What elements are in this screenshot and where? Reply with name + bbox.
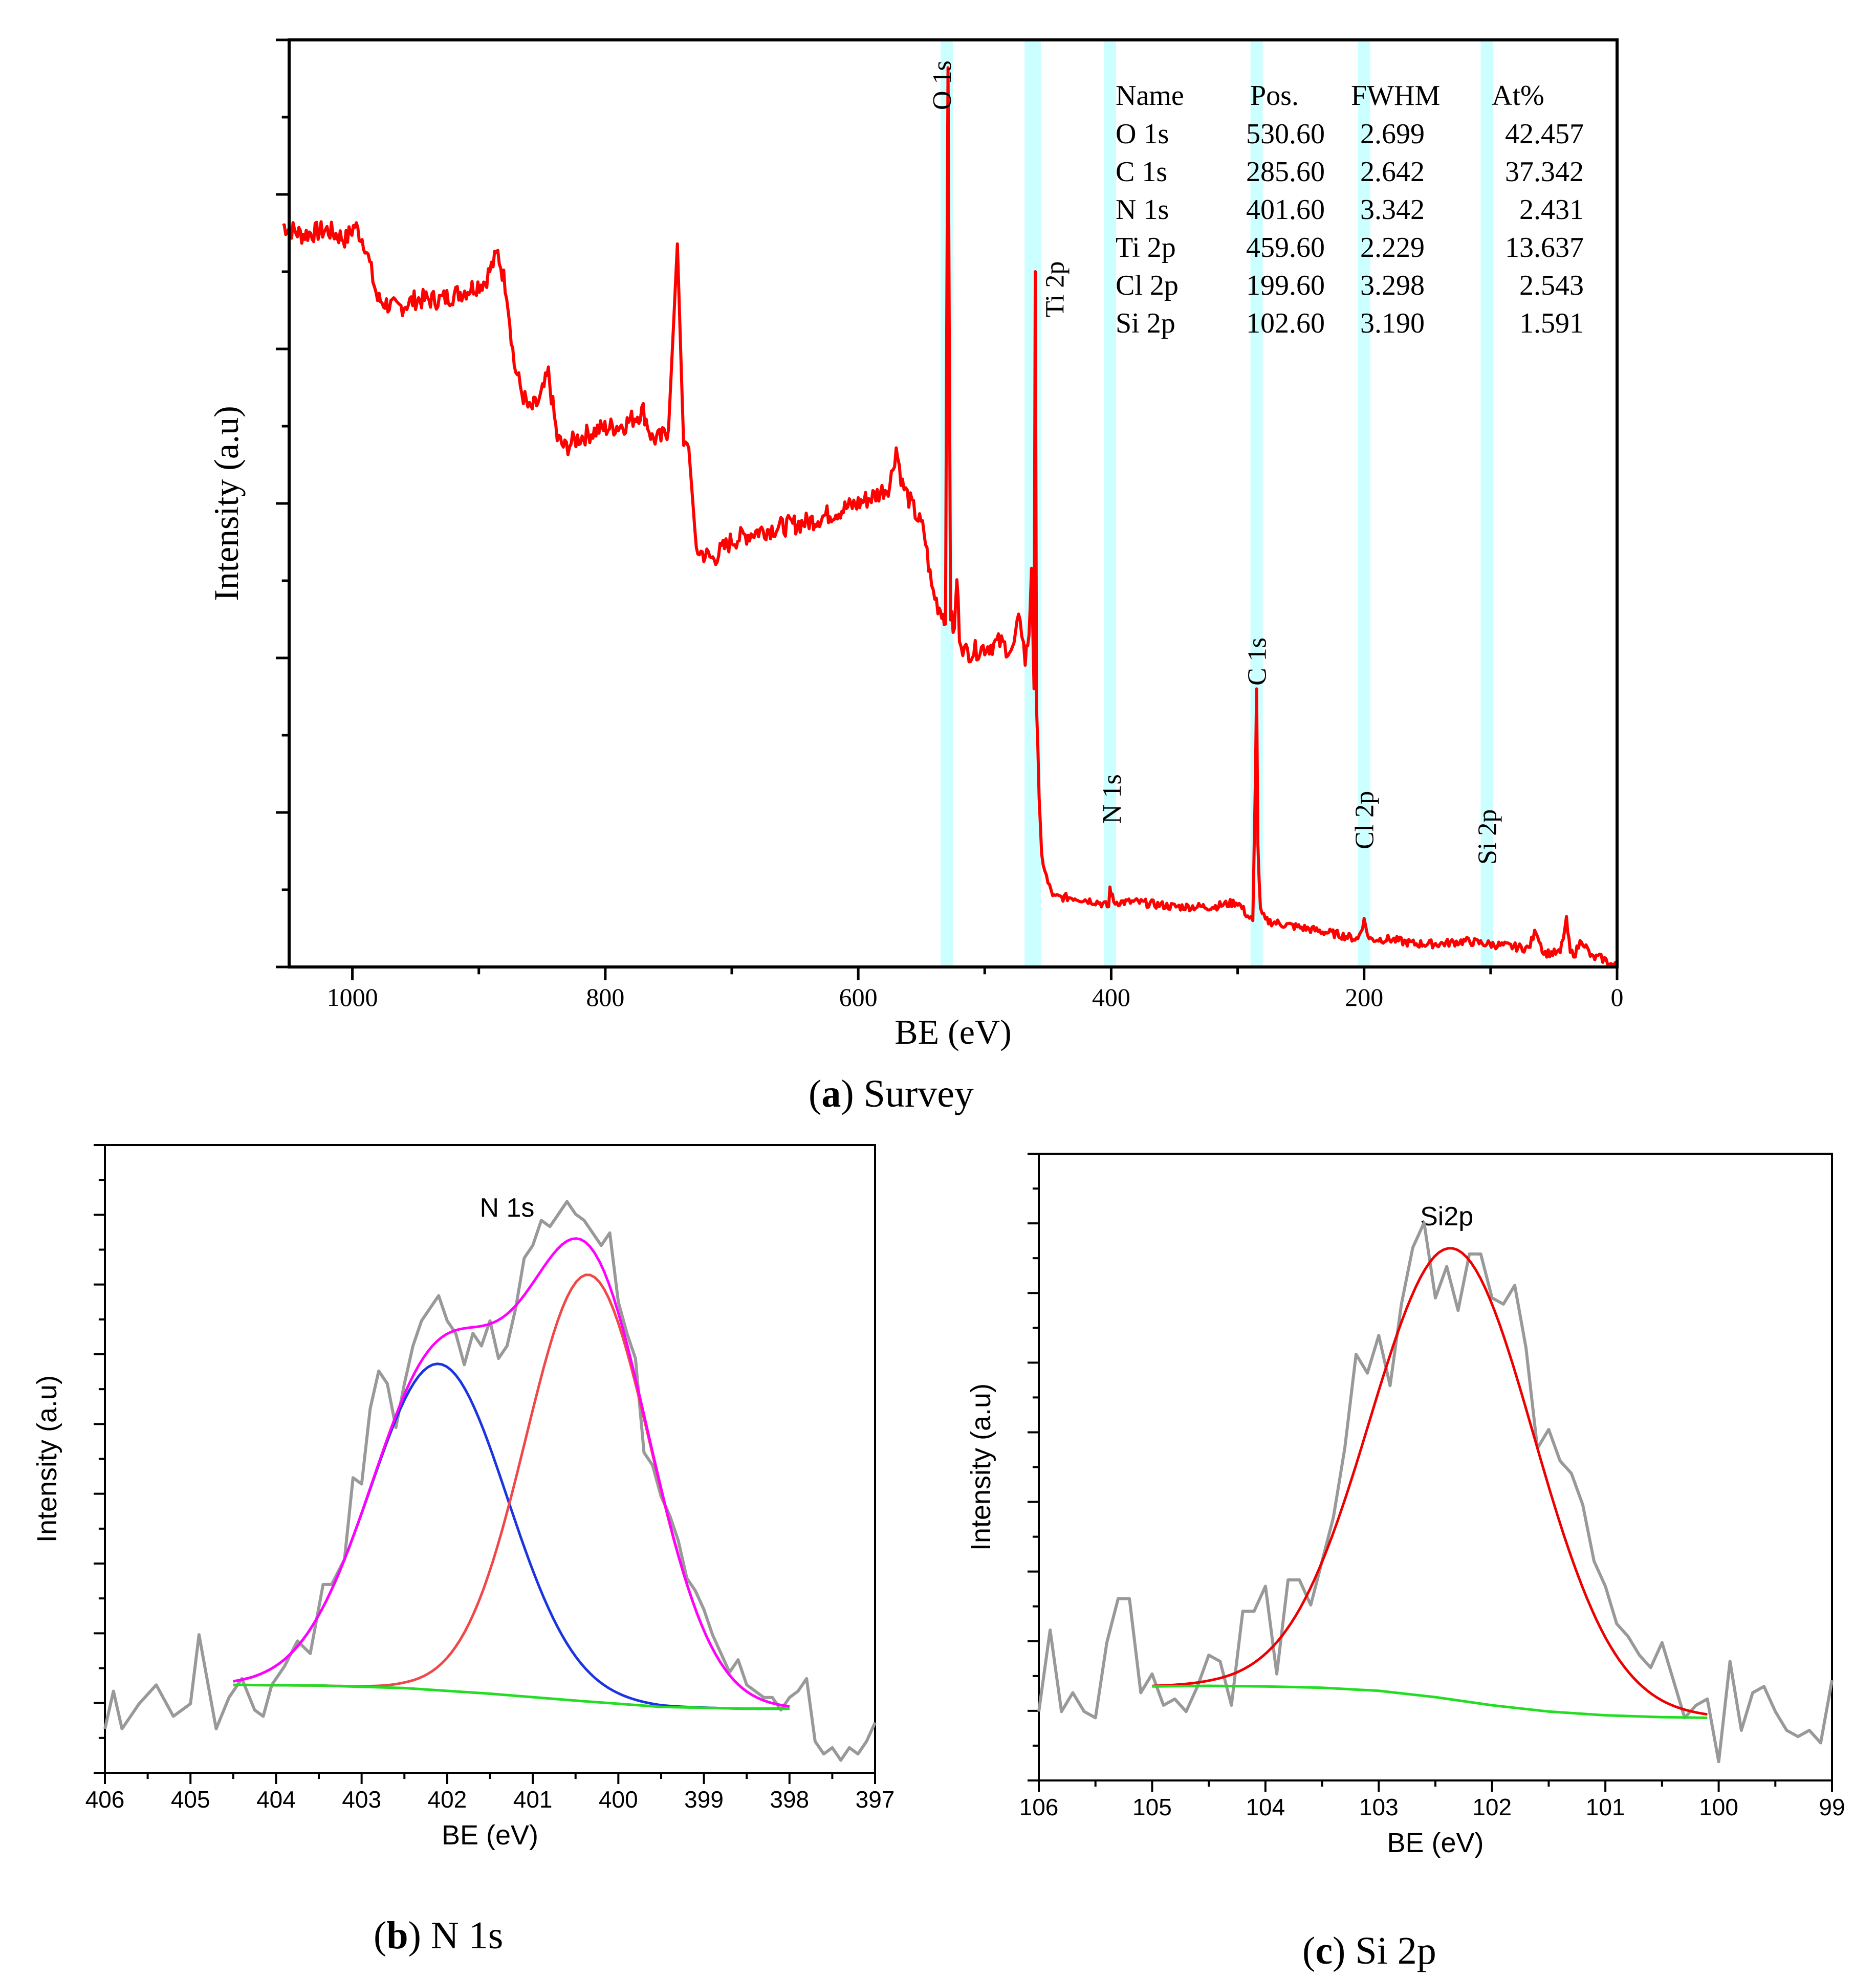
x-tick-label: 406 <box>85 1786 125 1813</box>
peak-label: N 1s <box>1098 774 1127 824</box>
table-cell: Ti 2p <box>1116 232 1176 263</box>
x-tick-label: 0 <box>1611 983 1624 1011</box>
x-tick-label: 102 <box>1472 1794 1512 1820</box>
x-tick-label: 1000 <box>327 983 378 1011</box>
table-cell: 401.60 <box>1246 194 1325 226</box>
peak-band <box>1103 40 1116 967</box>
table-cell: 2.431 <box>1519 194 1584 226</box>
n1s-chart: 406 405 404 403 402 401 400 399 398 397 BE (eV) Int… <box>32 1144 895 1851</box>
table-header: FWHM <box>1351 80 1440 112</box>
x-axis-label: BE (eV) <box>1387 1828 1484 1858</box>
table-cell: 199.60 <box>1246 270 1325 301</box>
y-axis-label: Intensity (a.u) <box>966 1383 996 1551</box>
table-header: Name <box>1116 80 1184 112</box>
x-tick-label: 400 <box>599 1786 638 1813</box>
table-cell: 2.229 <box>1360 232 1425 263</box>
x-tick-label: 105 <box>1132 1794 1172 1820</box>
peak-band <box>1480 40 1493 967</box>
peak-band <box>1024 40 1041 967</box>
table-cell: Si 2p <box>1116 307 1175 339</box>
x-tick-label: 800 <box>586 983 624 1011</box>
survey-spectrum-line <box>282 66 1619 968</box>
table-cell: 285.60 <box>1246 156 1325 188</box>
x-tick-label: 405 <box>171 1786 210 1813</box>
peak-label: Si 2p <box>1473 809 1502 865</box>
caption-n1s: (b) N 1s <box>374 1914 504 1957</box>
plot-frame <box>104 1144 876 1774</box>
table-cell: 13.637 <box>1505 232 1584 263</box>
peak-1-fit-line <box>233 1362 790 1710</box>
table-cell: C 1s <box>1116 156 1167 188</box>
peak-label: Cl 2p <box>1350 791 1380 849</box>
x-tick-label: 404 <box>256 1786 296 1813</box>
x-tick-label: 99 <box>1819 1794 1845 1820</box>
y-axis-label: Intensity (a.u) <box>207 406 246 601</box>
y-axis-label: Intensity (a.u) <box>32 1375 62 1543</box>
fit-fit-line <box>1152 1247 1708 1716</box>
table-cell: N 1s <box>1116 194 1169 226</box>
table-cell: 37.342 <box>1505 156 1584 188</box>
raw-data-line <box>103 1200 877 1762</box>
x-axis-label: BE (eV) <box>442 1820 538 1851</box>
envelope-line <box>233 1237 790 1708</box>
caption-si2p: (c) Si 2p <box>1302 1929 1436 1972</box>
table-cell: 2.699 <box>1360 118 1425 150</box>
x-tick-label: 401 <box>513 1786 553 1813</box>
table-cell: 3.342 <box>1360 194 1425 226</box>
x-tick-label: 398 <box>770 1786 809 1813</box>
x-tick-label: 600 <box>839 983 878 1011</box>
chart-title: N 1s <box>479 1193 534 1223</box>
table-cell: 530.60 <box>1246 118 1325 150</box>
peak-label: C 1s <box>1243 637 1272 686</box>
x-tick-label: 100 <box>1699 1794 1738 1820</box>
table-cell: 3.190 <box>1360 307 1425 339</box>
x-tick-label: 200 <box>1345 983 1383 1011</box>
peak-2-fit-line <box>233 1273 790 1708</box>
table-cell: Cl 2p <box>1116 270 1179 301</box>
x-tick-label: 402 <box>428 1786 467 1813</box>
table-cell: 2.543 <box>1519 270 1584 301</box>
table-cell: 102.60 <box>1246 307 1325 339</box>
si2p-chart: 106 105 104 103 102 101 100 99 BE (eV) Intensity … <box>966 1153 1845 1858</box>
table-cell: 1.591 <box>1519 307 1584 339</box>
peak-label: O 1s <box>928 60 957 110</box>
x-tick-label: 106 <box>1019 1794 1059 1820</box>
table-cell: 42.457 <box>1505 118 1584 150</box>
table-header: At% <box>1492 80 1544 112</box>
x-axis-label: BE (eV) <box>895 1013 1011 1051</box>
x-tick-label: 399 <box>684 1786 724 1813</box>
survey-chart: 1000 800 600 400 200 0 BE (eV) Intensity (a.u) O… <box>207 38 1624 1051</box>
table-cell: 459.60 <box>1246 232 1325 263</box>
x-tick-label: 397 <box>856 1786 895 1813</box>
x-tick-label: 104 <box>1246 1794 1285 1820</box>
background-line <box>1152 1684 1708 1719</box>
x-tick-label: 400 <box>1092 983 1130 1011</box>
caption-survey: (a) Survey <box>809 1072 974 1115</box>
peak-label: Ti 2p <box>1041 261 1070 317</box>
x-tick-label: 403 <box>342 1786 381 1813</box>
x-tick-label: 101 <box>1586 1794 1625 1820</box>
table-cell: 2.642 <box>1360 156 1425 188</box>
table-cell: 3.298 <box>1360 270 1425 301</box>
raw-data-line <box>1037 1221 1834 1764</box>
chart-title: Si2p <box>1420 1202 1473 1231</box>
background-line <box>233 1683 790 1710</box>
peak-band <box>1358 40 1370 967</box>
table-cell: O 1s <box>1116 118 1169 150</box>
table-header: Pos. <box>1250 80 1299 112</box>
x-tick-label: 103 <box>1359 1794 1399 1820</box>
